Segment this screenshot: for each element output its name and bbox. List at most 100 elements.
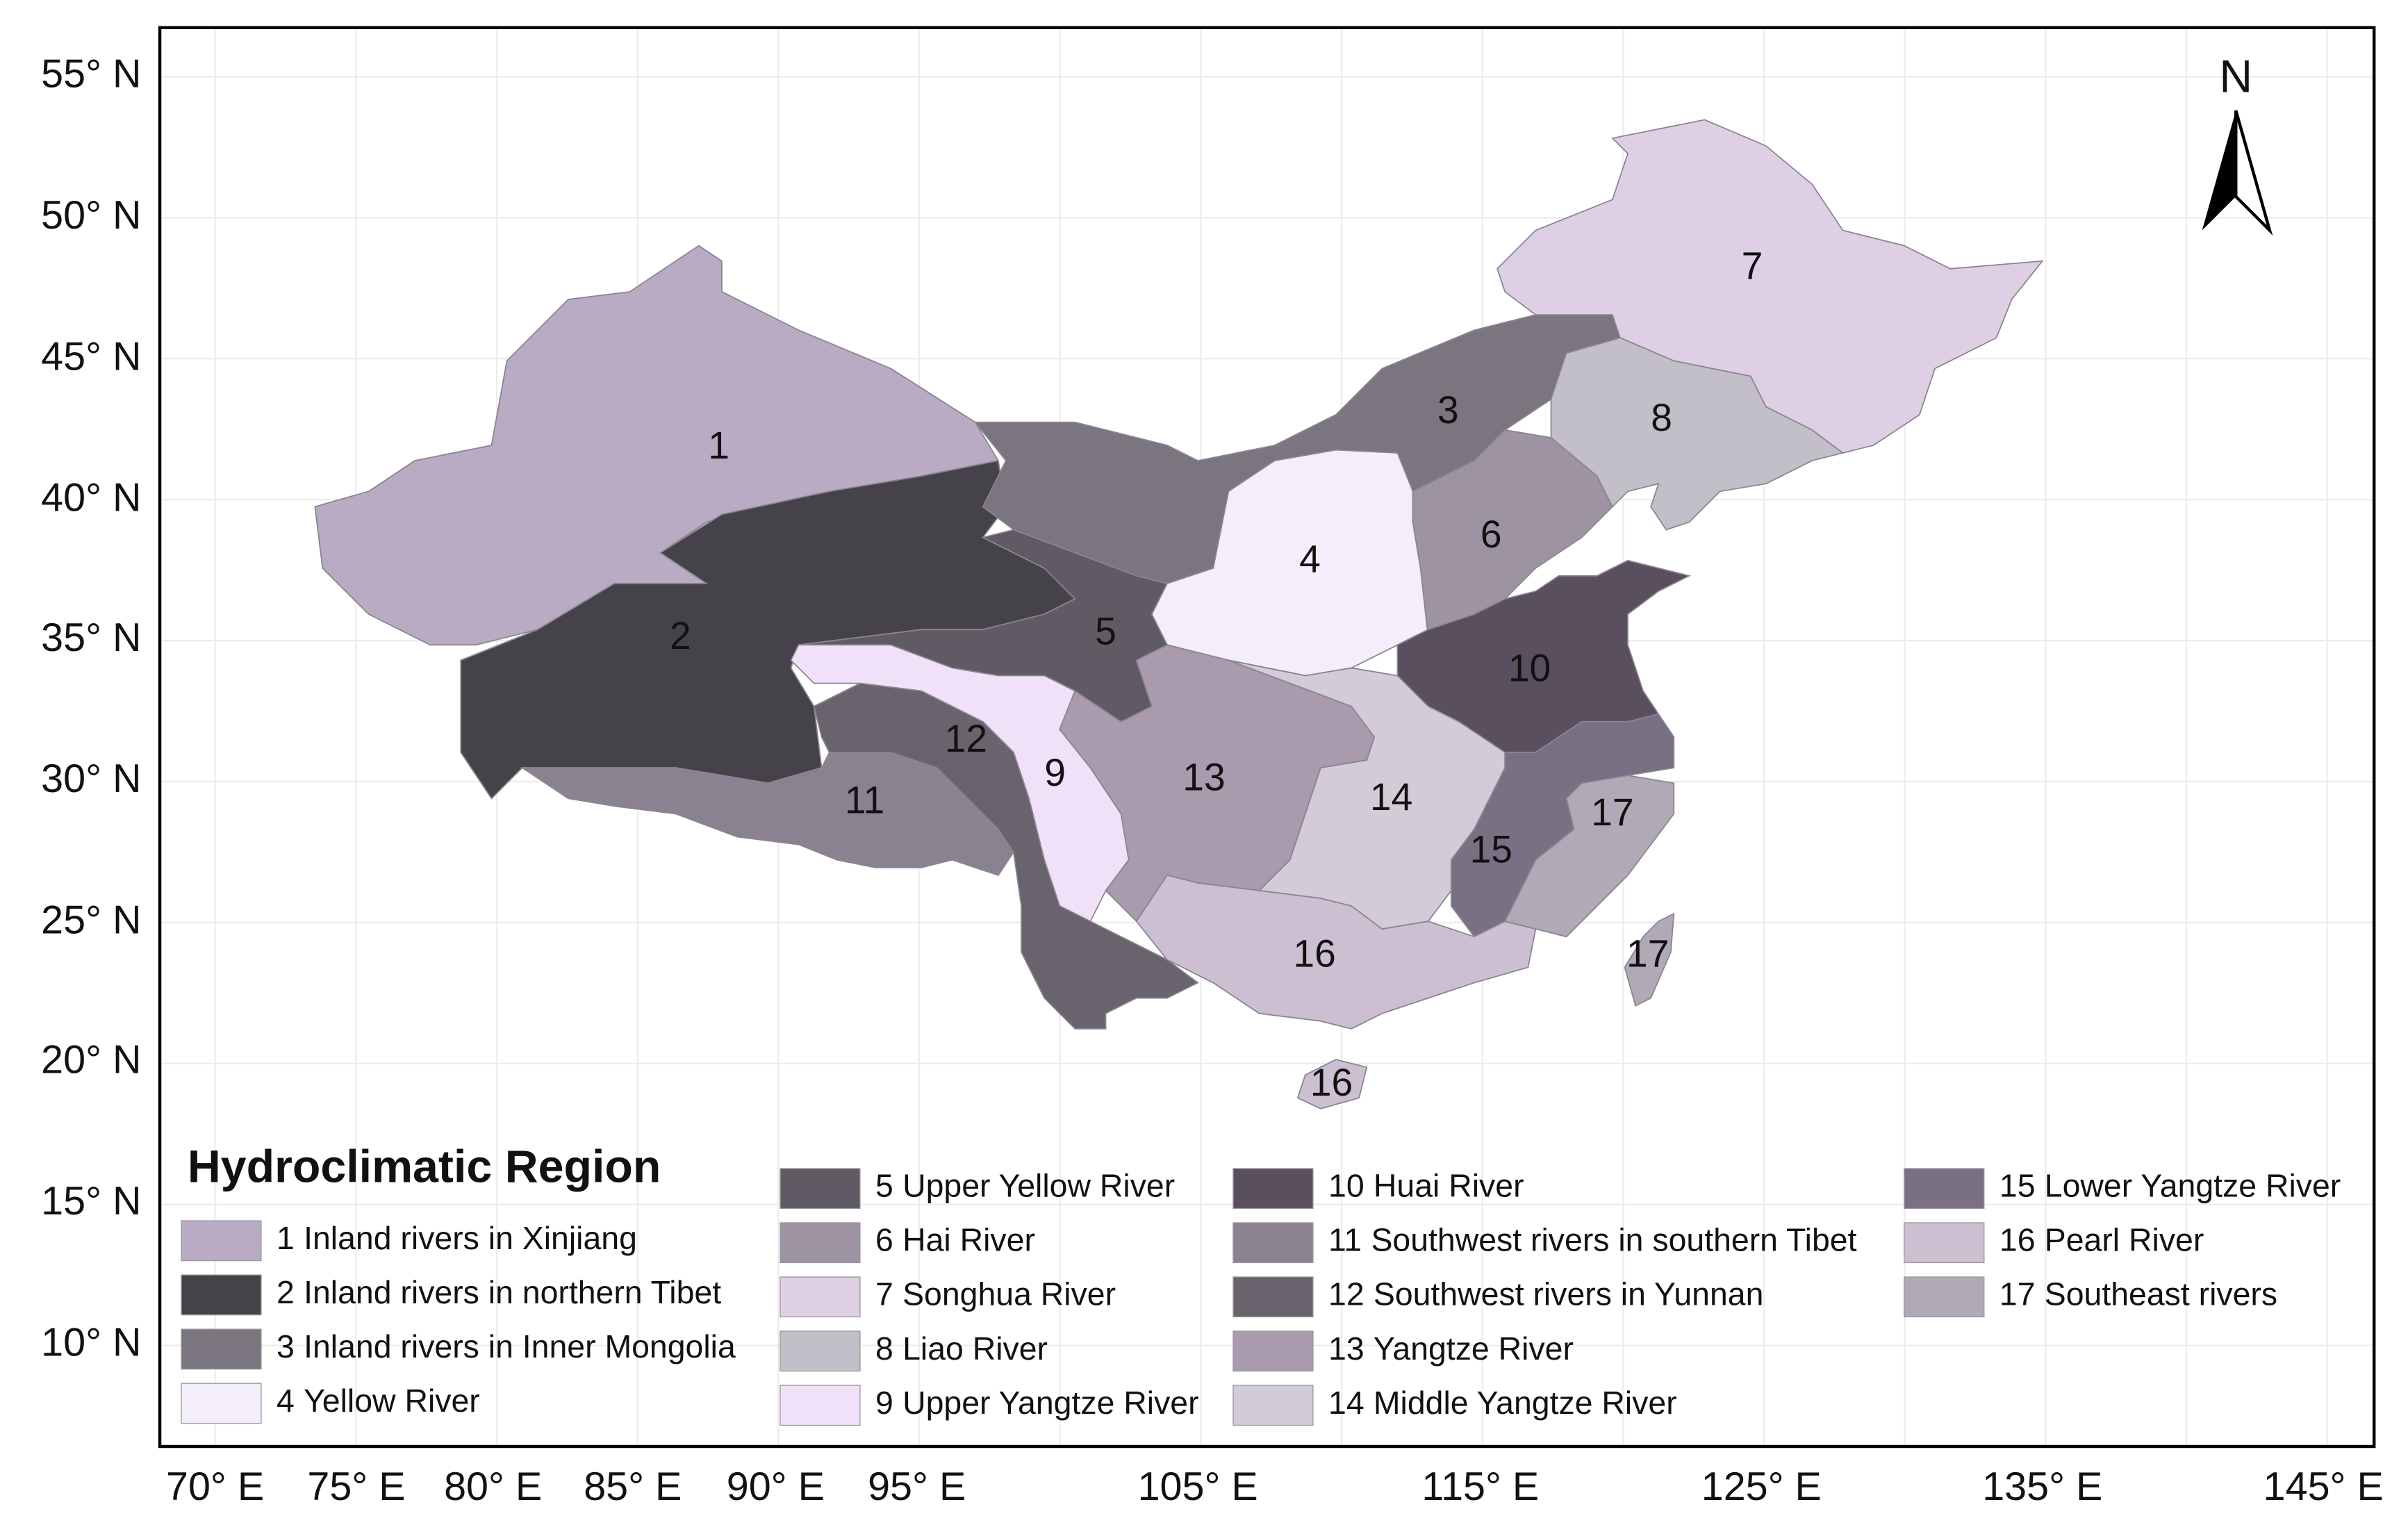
lon-label: 105° E (1138, 1465, 1258, 1509)
lat-label: 30° N (41, 757, 141, 801)
legend-title: Hydroclimatic Region (188, 1141, 661, 1193)
legend-id: 16 (1999, 1222, 2036, 1258)
lon-label: 125° E (1701, 1465, 1822, 1509)
legend-name: Southwest rivers in Yunnan (1374, 1276, 1764, 1312)
legend-swatch (1232, 1330, 1314, 1372)
legend-swatch (181, 1220, 262, 1262)
region-label: 6 (1481, 513, 1502, 556)
legend-id: 11 (1328, 1222, 1362, 1258)
legend-id: 1 (277, 1220, 295, 1256)
region-area (1228, 659, 1506, 930)
legend-entry: 1 Inland rivers in Xinjiang (277, 1220, 637, 1256)
lon-label: 75° E (307, 1465, 405, 1509)
lat-label: 20° N (41, 1038, 141, 1082)
region-label: 16 (1310, 1061, 1353, 1104)
legend-entry: 11 Southwest rivers in southern Tibet (1328, 1222, 1857, 1258)
region-label: 12 (945, 717, 987, 760)
legend-name: Huai River (1374, 1168, 1524, 1204)
legend-id: 9 (875, 1385, 893, 1421)
legend-entry: 13 Yangtze River (1328, 1330, 1574, 1367)
north-label: N (2219, 51, 2252, 102)
legend-name: Pearl River (2045, 1222, 2204, 1258)
legend-id: 5 (875, 1168, 893, 1204)
legend-name: Yangtze River (1374, 1330, 1574, 1367)
legend-swatch (1904, 1222, 1985, 1264)
regions (314, 119, 2044, 1110)
lat-label: 15° N (41, 1179, 141, 1223)
legend-swatch (1232, 1385, 1314, 1426)
region-area (520, 752, 1014, 876)
legend-id: 2 (277, 1274, 295, 1310)
region-label: 9 (1044, 751, 1066, 794)
legend-name: Yellow River (304, 1383, 480, 1419)
region-area (1412, 429, 1613, 638)
legend-name: Upper Yellow River (902, 1168, 1175, 1204)
legend-swatch (1232, 1168, 1314, 1210)
legend-entry: 6 Hai River (875, 1222, 1035, 1258)
region-label: 4 (1299, 538, 1321, 581)
legend-swatch (181, 1328, 262, 1370)
legend-name: Inland rivers in Xinjiang (304, 1220, 637, 1256)
lat-label: 45° N (41, 334, 141, 379)
lon-label: 95° E (868, 1465, 966, 1509)
legend-entry: 5 Upper Yellow River (875, 1168, 1175, 1204)
legend-entry: 14 Middle Yangtze River (1328, 1385, 1677, 1421)
legend-swatch (1904, 1276, 1985, 1318)
lat-label: 50° N (41, 193, 141, 238)
legend-name: Songhua River (902, 1276, 1116, 1312)
region-area (1296, 1059, 1368, 1110)
legend-name: Southeast rivers (2045, 1276, 2277, 1312)
lat-label: 25° N (41, 898, 141, 943)
legend-name: Inland rivers in northern Tibet (304, 1274, 721, 1310)
region-area (1503, 775, 1675, 938)
legend-entry: 16 Pearl River (1999, 1222, 2204, 1258)
legend-id: 8 (875, 1330, 893, 1367)
region-label: 10 (1508, 646, 1551, 689)
legend-entry: 7 Songhua River (875, 1276, 1116, 1312)
lon-label: 80° E (444, 1465, 542, 1509)
legend-swatch (1232, 1222, 1314, 1264)
legend-swatch (780, 1330, 861, 1372)
region-label: 8 (1651, 396, 1672, 439)
region-label: 5 (1095, 609, 1116, 652)
legend-entry: 17 Southeast rivers (1999, 1276, 2277, 1312)
region-label: 3 (1437, 388, 1459, 431)
lon-label: 145° E (2263, 1465, 2384, 1509)
region-area (813, 682, 1199, 1030)
legend-swatch (780, 1385, 861, 1426)
legend-name: Middle Yangtze River (1374, 1385, 1677, 1421)
legend-swatch (181, 1383, 262, 1424)
legend-swatch (1232, 1276, 1314, 1318)
legend-id: 17 (1999, 1276, 2036, 1312)
lon-label: 85° E (584, 1465, 682, 1509)
legend-id: 7 (875, 1276, 893, 1312)
region-label: 17 (1591, 791, 1633, 834)
legend-entry: 3 Inland rivers in Inner Mongolia (277, 1328, 736, 1364)
legend-entry: 2 Inland rivers in northern Tibet (277, 1274, 721, 1310)
region-label: 16 (1293, 932, 1335, 975)
map-frame (158, 26, 2376, 1449)
region-label: 11 (845, 779, 884, 822)
region-label: 13 (1182, 755, 1225, 798)
legend-swatch (1904, 1168, 1985, 1210)
region-label: 1 (708, 424, 729, 467)
lon-label: 70° E (166, 1465, 264, 1509)
region-label: 7 (1742, 244, 1763, 287)
legend-id: 12 (1328, 1276, 1364, 1312)
legend-swatch (780, 1222, 861, 1264)
legend-id: 13 (1328, 1330, 1364, 1367)
legend-entry: 15 Lower Yangtze River (1999, 1168, 2341, 1204)
legend-id: 6 (875, 1222, 893, 1258)
region-area (1624, 912, 1675, 1007)
legend-name: Southwest rivers in southern Tibet (1371, 1222, 1856, 1258)
legend-id: 14 (1328, 1385, 1364, 1421)
region-label: 2 (670, 614, 691, 657)
lat-label: 40° N (41, 476, 141, 520)
legend-id: 3 (277, 1328, 295, 1364)
legend-id: 4 (277, 1383, 295, 1419)
legend-swatch (780, 1276, 861, 1318)
